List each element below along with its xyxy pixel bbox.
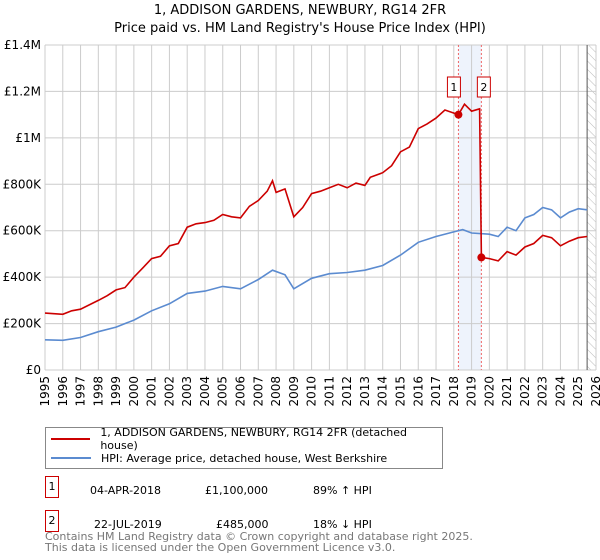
y-tick-label: £1M (15, 131, 41, 145)
x-tick-label: 2000 (127, 376, 141, 407)
price-chart: 1995 1996 1997 1998 1999 2000 2001 2002 2003 2004… (3, 38, 600, 407)
transaction-price: £1,100,000 (205, 484, 268, 497)
transaction-date: 22-JUL-2019 (94, 518, 162, 531)
x-tick-label: 2024 (553, 376, 567, 407)
x-tick-label: 1999 (109, 376, 123, 407)
y-tick-label: £1.4M (4, 38, 41, 52)
x-tick-label: 1997 (74, 376, 88, 407)
forecast-hatch (587, 45, 596, 370)
chart-title: 1, ADDISON GARDENS, NEWBURY, RG14 2FR (153, 3, 447, 18)
legend-swatch-blue (51, 457, 91, 459)
legend-label: 1, ADDISON GARDENS, NEWBURY, RG14 2FR (d… (100, 426, 407, 452)
footer: Contains HM Land Registry data © Crown c… (45, 531, 473, 553)
x-tick-label: 2012 (340, 376, 354, 407)
x-tick-label: 2021 (500, 376, 514, 407)
x-tick-label: 2011 (322, 376, 336, 407)
x-tick-label: 2023 (536, 376, 550, 407)
x-tick-label: 2015 (393, 376, 407, 407)
legend-item-property: 1, ADDISON GARDENS, NEWBURY, RG14 2FR (d… (51, 426, 442, 452)
transaction-marker-1: 1 (45, 476, 59, 498)
x-tick-label: 2005 (216, 376, 230, 407)
hpi-line (44, 206, 588, 342)
chart-subtitle: Price paid vs. HM Land Registry's House … (114, 21, 486, 36)
y-tick-label: £0 (26, 363, 41, 377)
legend-label: HPI: Average price, detached house, West… (101, 451, 388, 465)
x-tick-label: 2013 (358, 376, 372, 407)
footer-copyright: Contains HM Land Registry data © Crown c… (45, 530, 473, 543)
annotation-box (446, 76, 461, 98)
x-tick-label: 2018 (447, 376, 461, 407)
x-tick-label: 2020 (482, 376, 496, 407)
x-tick-label: 2014 (376, 376, 390, 407)
highlight-span (458, 45, 482, 370)
y-tick-label: £1.2M (4, 84, 41, 98)
y-tick-label: £800K (3, 177, 43, 191)
transaction-date: 04-APR-2018 (90, 484, 162, 497)
y-tick-label: £400K (3, 270, 43, 284)
transaction-hpi: 18% ↓ HPI (313, 518, 372, 531)
x-tick-label: 2025 (571, 376, 585, 407)
x-tick-label: 1998 (91, 376, 105, 407)
sale-point (454, 110, 463, 119)
x-tick-label: 2008 (269, 376, 283, 407)
x-tick-label: 2017 (429, 376, 443, 407)
x-tick-label: 2016 (411, 376, 425, 407)
transaction-hpi: 89% ↑ HPI (313, 484, 372, 497)
annotation-label: 1 (450, 81, 457, 94)
y-tick-label: £600K (3, 224, 43, 238)
property-price-line (44, 102, 588, 316)
x-tick-label: 2002 (162, 376, 176, 407)
x-tick-label: 2026 (589, 376, 600, 407)
x-tick-label: 2022 (518, 376, 532, 407)
legend-swatch-red (51, 438, 91, 440)
y-tick-label: £200K (3, 317, 43, 331)
x-tick-label: 2001 (145, 376, 159, 407)
annotation-label: 2 (480, 81, 487, 94)
x-tick-label: 2007 (251, 376, 265, 407)
footer-licence: This data is licensed under the Open Gov… (45, 541, 396, 554)
legend-item-hpi: HPI: Average price, detached house, West… (51, 450, 387, 466)
x-tick-label: 2006 (234, 376, 248, 407)
x-tick-label: 1996 (56, 376, 70, 407)
legend: 1, ADDISON GARDENS, NEWBURY, RG14 2FR (d… (45, 426, 443, 469)
x-tick-label: 2009 (287, 376, 301, 407)
x-tick-label: 2010 (305, 376, 319, 407)
transaction-marker-2: 2 (45, 510, 59, 532)
sale-point (477, 253, 486, 262)
transaction-price: £485,000 (216, 518, 269, 531)
x-tick-label: 2003 (180, 376, 194, 407)
x-tick-label: 1995 (38, 376, 52, 407)
annotation-box (476, 76, 491, 98)
x-tick-label: 2004 (198, 376, 212, 407)
x-tick-label: 2019 (465, 376, 479, 407)
